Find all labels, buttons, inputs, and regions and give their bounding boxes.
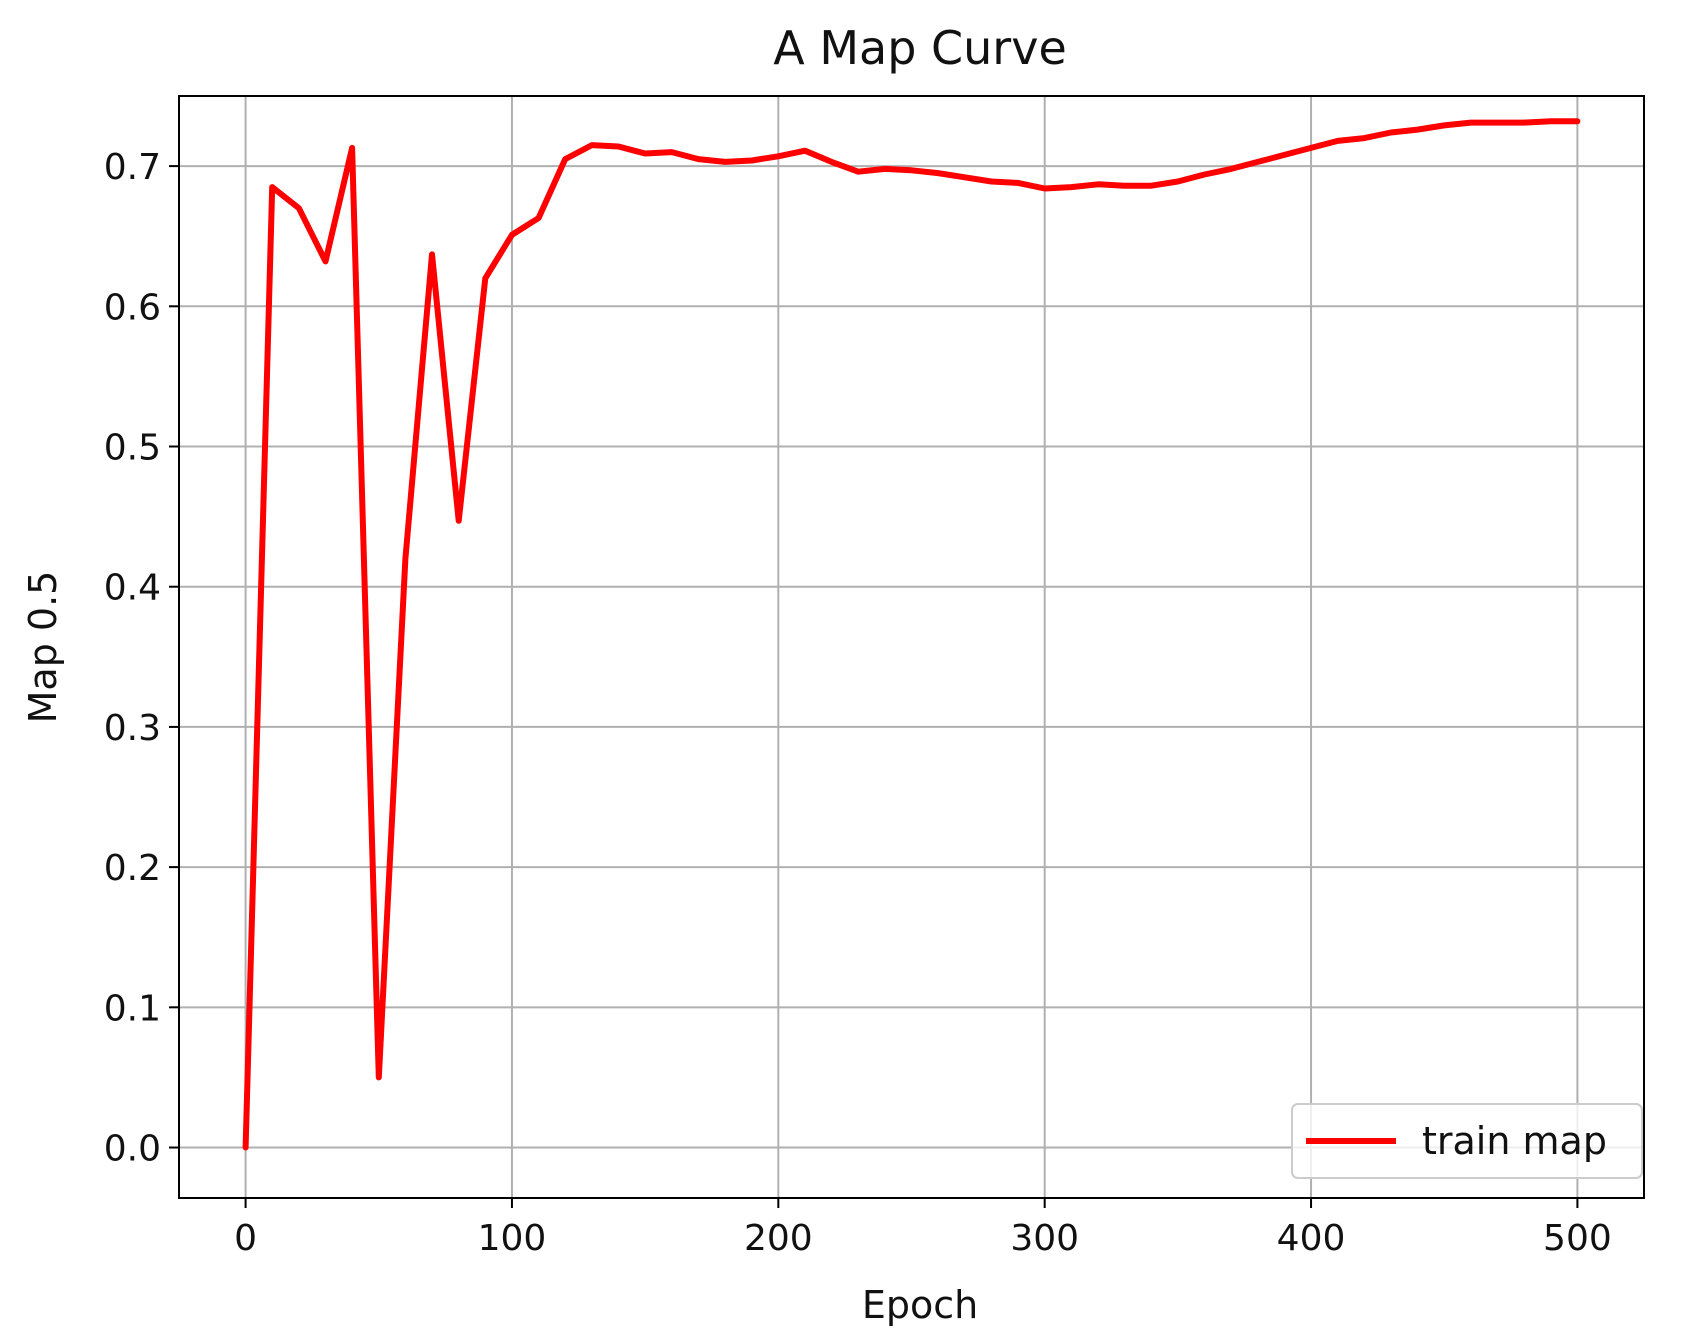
chart-title: A Map Curve [773, 21, 1067, 75]
x-axis: 0 100 200 300 400 500 [234, 1198, 1612, 1259]
x-tick-label: 0 [234, 1218, 257, 1259]
x-tick-label: 100 [478, 1218, 547, 1259]
y-axis-label: Map 0.5 [21, 571, 65, 724]
y-tick-label: 0.2 [104, 848, 161, 889]
y-tick-label: 0.6 [104, 287, 161, 328]
series-layer [242, 118, 1581, 1151]
y-tick-label: 0.7 [104, 147, 161, 188]
legend: train map [1291, 1103, 1643, 1179]
legend-box [1291, 1103, 1643, 1179]
y-tick-label: 0.3 [104, 708, 161, 749]
x-tick-label: 400 [1277, 1218, 1346, 1259]
y-tick-label: 0.1 [104, 988, 161, 1029]
plot-area-frame [178, 95, 1645, 1199]
y-tick-label: 0.5 [104, 428, 161, 469]
x-axis-label: Epoch [862, 1283, 978, 1327]
y-tick-label: 0.4 [104, 568, 161, 609]
y-tick-label: 0.0 [104, 1129, 161, 1170]
series-line-train-map [242, 118, 1581, 1151]
x-tick-label: 500 [1543, 1218, 1612, 1259]
x-tick-label: 200 [744, 1218, 813, 1259]
x-tick-label: 300 [1010, 1218, 1079, 1259]
grid [179, 96, 1644, 1198]
y-axis: 0.0 0.1 0.2 0.3 0.4 0.5 0.6 0.7 [104, 147, 179, 1170]
legend-label: train map [1422, 1119, 1607, 1163]
